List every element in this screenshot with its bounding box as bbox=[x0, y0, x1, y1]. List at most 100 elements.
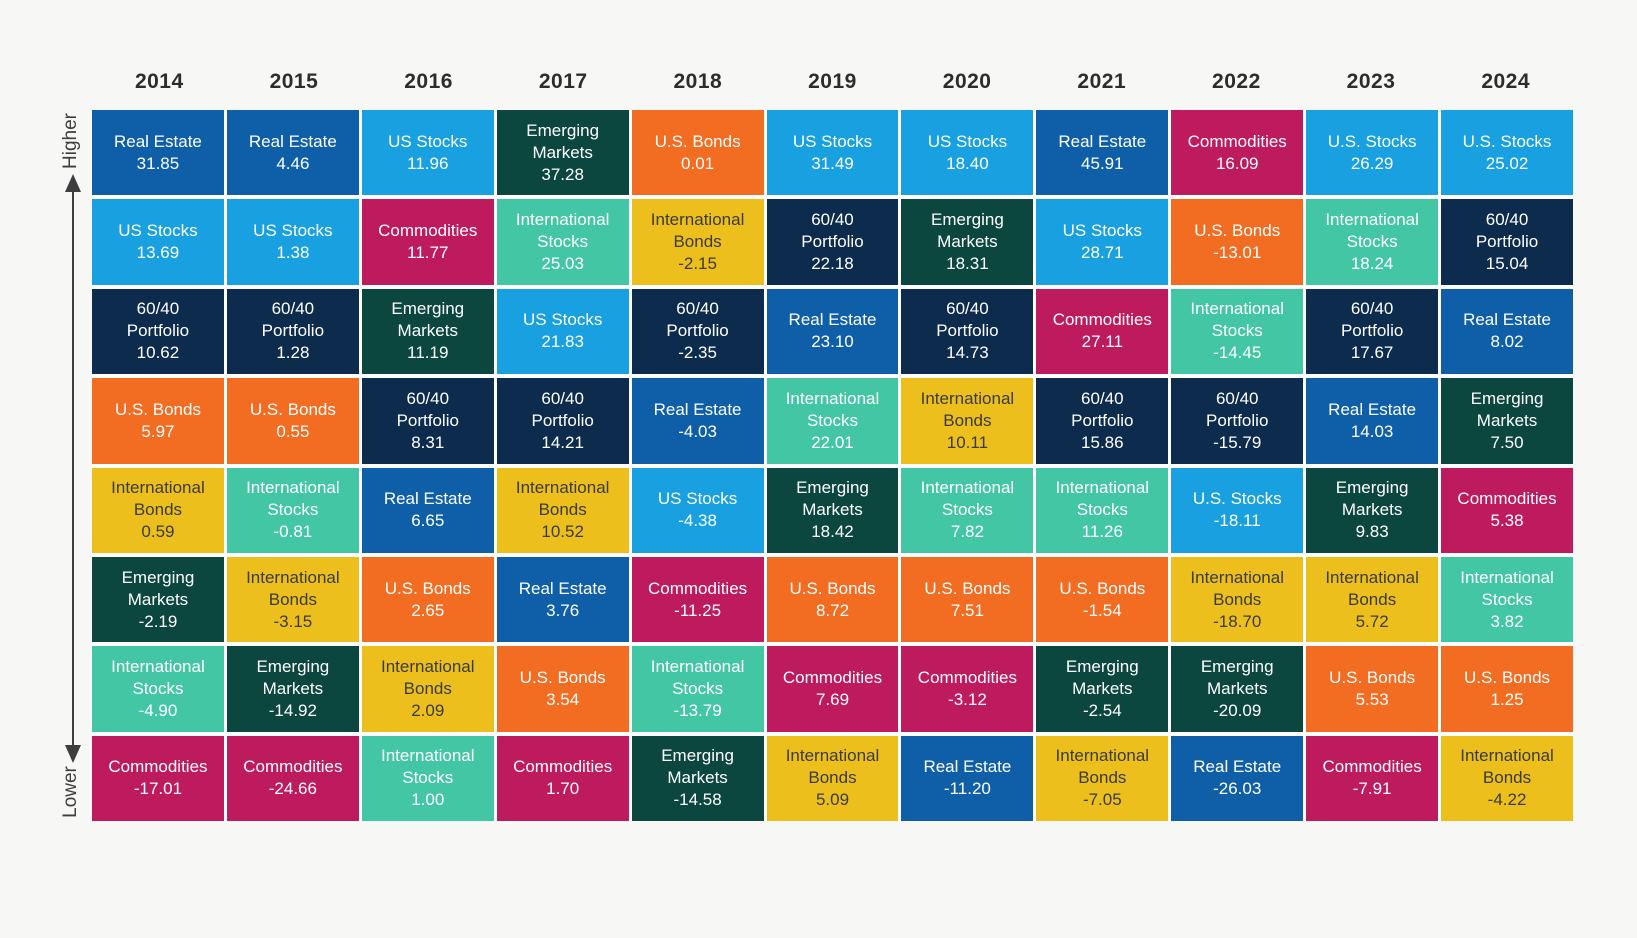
return-cell: U.S. Bonds 0.01 bbox=[631, 110, 764, 196]
return-cell: Emerging Markets -14.58 bbox=[631, 735, 764, 821]
return-value: 8.02 bbox=[1490, 332, 1524, 352]
return-value: 11.26 bbox=[1081, 522, 1123, 542]
return-cell: International Bonds 5.09 bbox=[766, 735, 899, 821]
return-cell: 60/40 Portfolio 15.04 bbox=[1441, 199, 1573, 285]
return-cell: Commodities 11.77 bbox=[361, 199, 494, 285]
asset-label: U.S. Bonds bbox=[114, 399, 201, 419]
return-cell: Commodities 27.11 bbox=[1036, 288, 1169, 375]
return-cell: US Stocks 18.40 bbox=[901, 110, 1034, 196]
asset-label: 60/40 Portfolio bbox=[666, 299, 729, 341]
return-value: 3.76 bbox=[546, 600, 580, 620]
return-value: 28.71 bbox=[1081, 243, 1124, 263]
return-value: 14.73 bbox=[946, 343, 989, 363]
asset-label: Real Estate bbox=[518, 578, 607, 598]
return-cell: Real Estate 45.91 bbox=[1036, 110, 1169, 196]
return-cell: Real Estate 3.76 bbox=[496, 556, 629, 643]
return-cell: US Stocks 28.71 bbox=[1036, 199, 1169, 285]
return-value: 1.25 bbox=[1490, 689, 1524, 709]
asset-label: International Bonds bbox=[1190, 567, 1284, 609]
asset-label: International Bonds bbox=[380, 656, 475, 698]
arrow-down-icon bbox=[65, 745, 81, 763]
return-cell: International Stocks -13.79 bbox=[631, 646, 764, 732]
rank-axis-line bbox=[72, 190, 74, 747]
asset-label: International Bonds bbox=[785, 746, 880, 788]
asset-label: U.S. Bonds bbox=[519, 667, 606, 687]
asset-label: International Bonds bbox=[1055, 746, 1150, 788]
return-cell: 60/40 Portfolio 1.28 bbox=[226, 288, 359, 375]
asset-label: Real Estate bbox=[248, 131, 337, 151]
return-cell: 60/40 Portfolio 17.67 bbox=[1306, 288, 1439, 375]
asset-label: US Stocks bbox=[657, 489, 738, 509]
return-cell: 60/40 Portfolio 10.62 bbox=[92, 288, 224, 375]
return-value: 25.02 bbox=[1485, 153, 1529, 173]
return-value: -4.03 bbox=[678, 421, 717, 441]
return-value: -14.92 bbox=[268, 700, 317, 720]
asset-label: International Stocks bbox=[1325, 210, 1419, 252]
return-cell: Real Estate 6.65 bbox=[361, 467, 494, 553]
return-value: -13.79 bbox=[673, 700, 722, 720]
return-value: 37.28 bbox=[541, 164, 584, 184]
return-cell: International Stocks -14.45 bbox=[1171, 288, 1304, 375]
return-value: 23.10 bbox=[811, 332, 854, 352]
asset-label: U.S. Bonds bbox=[1464, 667, 1551, 687]
return-cell: International Bonds -4.22 bbox=[1441, 735, 1573, 821]
return-cell: Commodities -7.91 bbox=[1306, 735, 1439, 821]
return-value: -7.91 bbox=[1352, 779, 1392, 799]
asset-label: Commodities bbox=[243, 757, 343, 777]
return-value: 10.62 bbox=[136, 343, 180, 363]
return-value: 25.03 bbox=[541, 254, 584, 274]
asset-label: U.S. Bonds bbox=[384, 578, 471, 598]
asset-label: Emerging Markets bbox=[391, 299, 465, 341]
asset-label: Emerging Markets bbox=[121, 567, 195, 609]
return-cell: Commodities -24.66 bbox=[226, 735, 359, 821]
asset-label: US Stocks bbox=[792, 131, 873, 151]
return-value: 17.67 bbox=[1350, 343, 1394, 363]
return-cell: US Stocks 21.83 bbox=[496, 288, 629, 375]
asset-label: 60/40 Portfolio bbox=[396, 388, 459, 430]
asset-label: Real Estate bbox=[788, 310, 877, 330]
asset-label: International Stocks bbox=[1190, 299, 1284, 341]
return-cell: U.S. Bonds 1.25 bbox=[1441, 646, 1573, 732]
return-cell: International Stocks 22.01 bbox=[766, 378, 899, 464]
return-cell: Commodities 16.09 bbox=[1171, 110, 1304, 196]
return-cell: Emerging Markets 37.28 bbox=[496, 110, 629, 196]
return-cell: Commodities 7.69 bbox=[766, 646, 899, 732]
return-cell: Commodities -3.12 bbox=[901, 646, 1034, 732]
asset-label: U.S. Stocks bbox=[1192, 489, 1282, 509]
asset-label: Commodities bbox=[1322, 757, 1422, 777]
asset-label: U.S. Bonds bbox=[1329, 667, 1416, 687]
return-cell: Real Estate 4.46 bbox=[226, 110, 359, 196]
year-header: 2024 bbox=[1481, 70, 1531, 93]
return-value: 7.51 bbox=[950, 600, 984, 620]
asset-label: International Stocks bbox=[380, 746, 475, 788]
asset-label: International Stocks bbox=[1460, 567, 1554, 609]
asset-label: 60/40 Portfolio bbox=[1340, 299, 1404, 341]
return-value: 11.96 bbox=[407, 153, 449, 173]
return-cell: US Stocks 11.96 bbox=[361, 110, 494, 196]
return-cell: U.S. Stocks 25.02 bbox=[1441, 110, 1573, 196]
asset-label: Commodities bbox=[782, 667, 883, 687]
return-value: 1.28 bbox=[276, 343, 310, 363]
return-value: 5.38 bbox=[1490, 511, 1524, 531]
return-cell: U.S. Bonds -1.54 bbox=[1036, 556, 1169, 643]
return-cell: U.S. Bonds -13.01 bbox=[1171, 199, 1304, 285]
return-value: 5.53 bbox=[1355, 689, 1389, 709]
asset-label: International Bonds bbox=[111, 478, 205, 520]
return-cell: Real Estate 8.02 bbox=[1441, 288, 1573, 375]
return-value: 11.77 bbox=[407, 243, 449, 263]
asset-label: US Stocks bbox=[522, 310, 603, 330]
arrow-up-icon bbox=[65, 174, 81, 192]
asset-label: International Bonds bbox=[1325, 567, 1419, 609]
return-value: 1.38 bbox=[276, 243, 310, 263]
return-value: 22.18 bbox=[811, 254, 854, 274]
return-cell: International Stocks 18.24 bbox=[1306, 199, 1439, 285]
return-value: 22.01 bbox=[811, 432, 854, 452]
return-cell: International Bonds 10.52 bbox=[496, 467, 629, 553]
asset-label: International Stocks bbox=[650, 656, 745, 698]
year-header: 2015 bbox=[269, 70, 319, 93]
asset-label: Commodities bbox=[647, 578, 748, 598]
return-cell: U.S. Bonds 3.54 bbox=[496, 646, 629, 732]
return-cell: 60/40 Portfolio 22.18 bbox=[766, 199, 899, 285]
asset-label: Commodities bbox=[917, 667, 1017, 687]
asset-label: US Stocks bbox=[118, 221, 198, 241]
